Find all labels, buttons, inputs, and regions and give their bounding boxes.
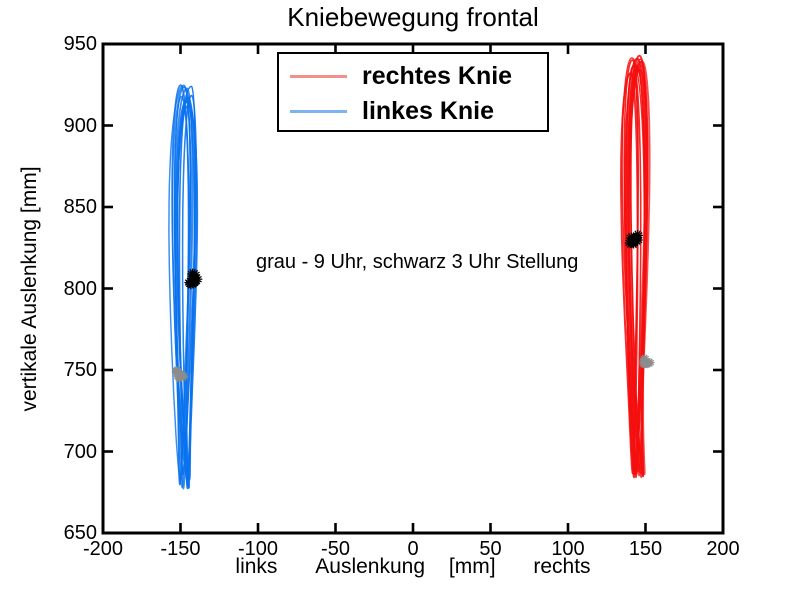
x-tick-label: 150 bbox=[628, 538, 663, 560]
marker-cluster bbox=[171, 366, 189, 383]
x-axis-label: links Auslenkung [mm] rechts bbox=[103, 555, 723, 579]
x-axis-label-rechts: rechts bbox=[533, 555, 591, 578]
trajectory-loop bbox=[174, 86, 195, 481]
chart-title: Kniebewegung frontal bbox=[287, 2, 539, 32]
trajectory-rechtes-knie bbox=[620, 54, 651, 479]
asterisk-center bbox=[181, 374, 186, 379]
y-tick-label: 700 bbox=[63, 440, 97, 463]
x-axis-label-auslenkung: Auslenkung bbox=[315, 555, 426, 578]
trajectory-linkes-knie bbox=[168, 84, 199, 490]
asterisk-center bbox=[631, 241, 636, 245]
trajectory-loop bbox=[624, 58, 646, 472]
x-tick-label: -50 bbox=[321, 538, 350, 560]
x-tick-label: 50 bbox=[479, 538, 502, 560]
trajectory-loop bbox=[171, 86, 192, 489]
trajectory-loop bbox=[621, 57, 645, 479]
clock-position-annotation: grau - 9 Uhr, schwarz 3 Uhr Stellung bbox=[256, 251, 579, 273]
x-tick-label: -100 bbox=[237, 538, 279, 560]
marker-cluster bbox=[639, 354, 655, 369]
asterisk-center bbox=[176, 374, 181, 379]
x-axis-label-unit: [mm] bbox=[448, 555, 496, 578]
marker-cluster bbox=[184, 268, 203, 290]
clock-markers bbox=[171, 229, 655, 383]
y-tick-label: 900 bbox=[63, 114, 97, 137]
x-tick-label: -200 bbox=[82, 538, 124, 560]
trajectory-loop bbox=[176, 85, 196, 487]
marker-cluster bbox=[624, 229, 644, 249]
x-axis-label-links: links bbox=[235, 555, 278, 578]
x-tick-label: 100 bbox=[551, 538, 585, 560]
trajectory-loop bbox=[181, 94, 198, 490]
asterisk-center bbox=[175, 368, 179, 373]
asterisk-center bbox=[644, 361, 649, 366]
y-tick-label: 650 bbox=[63, 522, 97, 544]
y-tick-label: 750 bbox=[63, 359, 97, 381]
legend-label-rechtes-knie: rechtes Knie bbox=[362, 62, 513, 90]
trajectory-loop bbox=[623, 59, 642, 473]
legend-line-linkes-knie bbox=[290, 110, 347, 113]
trajectory-loop bbox=[620, 71, 639, 475]
legend-entry-rechtes-knie: rechtes Knie bbox=[279, 59, 547, 94]
trajectory-loop bbox=[168, 84, 192, 482]
trajectory-curves bbox=[168, 54, 651, 490]
x-tick-label: -150 bbox=[160, 538, 201, 560]
y-tick-label: 800 bbox=[63, 277, 97, 300]
legend-label-linkes-knie: linkes Knie bbox=[362, 97, 494, 125]
x-tick-label: 200 bbox=[706, 538, 740, 560]
asterisk-center bbox=[192, 276, 197, 280]
y-tick-label: 950 bbox=[63, 33, 97, 55]
legend-entry-linkes-knie: linkes Knie bbox=[279, 94, 547, 129]
y-tick-label: 850 bbox=[63, 196, 97, 218]
legend-line-rechtes-knie bbox=[290, 75, 347, 78]
x-tick-label: 0 bbox=[407, 538, 419, 560]
legend-box: rechtes Knie linkes Knie bbox=[277, 52, 549, 132]
